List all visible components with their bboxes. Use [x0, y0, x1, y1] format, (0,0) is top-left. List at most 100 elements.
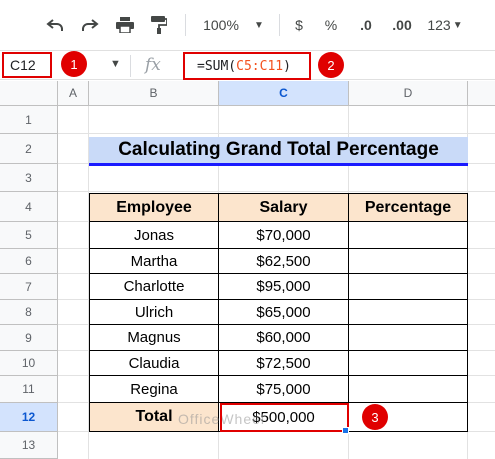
toolbar: 100% ▼ $ % .0 .00 123 ▼	[0, 0, 495, 50]
employee-cell[interactable]: Charlotte	[89, 273, 219, 300]
spreadsheet-grid: A B C D 1 2 3 4 5 6 7 8 9 10 11 12 13 Ca…	[0, 81, 495, 459]
row-label: 5	[25, 228, 32, 242]
salary-value: $65,000	[256, 303, 311, 321]
select-all-corner[interactable]	[0, 81, 58, 106]
employee-name: Magnus	[127, 329, 181, 346]
row-header-7[interactable]: 7	[0, 274, 58, 300]
currency-label: $	[295, 17, 303, 33]
row-label: 7	[25, 279, 32, 294]
employee-cell[interactable]: Martha	[89, 248, 219, 274]
column-header-b[interactable]: B	[89, 81, 219, 106]
total-value: $500,000	[252, 408, 315, 426]
formula-prefix: =SUM(	[197, 58, 237, 74]
salary-cell[interactable]: $60,000	[218, 324, 349, 351]
employee-cell[interactable]: Regina	[89, 375, 219, 403]
total-salary-cell[interactable]: $500,000	[218, 402, 349, 432]
salary-cell[interactable]: $75,000	[218, 375, 349, 403]
employee-name: Regina	[130, 380, 178, 398]
row-header-11[interactable]: 11	[0, 376, 58, 403]
step-badge-1: 1	[61, 51, 87, 77]
row-header-1[interactable]: 1	[0, 106, 58, 134]
column-header-d[interactable]: D	[349, 81, 468, 106]
salary-value: $75,000	[256, 380, 311, 398]
paint-format-icon[interactable]	[146, 14, 172, 36]
percentage-cell[interactable]	[348, 273, 468, 300]
salary-value: $60,000	[256, 329, 311, 346]
zoom-value: 100%	[203, 17, 239, 33]
row-label: 1	[25, 112, 32, 127]
row-header-3[interactable]: 3	[0, 164, 58, 192]
fill-handle[interactable]	[342, 427, 349, 434]
name-box-caret-icon[interactable]: ▼	[110, 58, 121, 70]
percent-button[interactable]: %	[322, 14, 340, 36]
row-label: 8	[25, 305, 32, 319]
percentage-cell[interactable]	[348, 324, 468, 351]
row-header-4[interactable]: 4	[0, 192, 58, 222]
zoom-caret-icon[interactable]: ▼	[254, 19, 264, 31]
header-label: Employee	[116, 198, 192, 216]
row-label: 10	[21, 356, 36, 370]
formula-input[interactable]: =SUM(C5:C11)	[183, 52, 311, 80]
column-label: B	[149, 86, 158, 100]
percentage-cell[interactable]	[348, 350, 468, 376]
percentage-cell[interactable]	[348, 299, 468, 325]
total-label: Total	[135, 408, 173, 425]
employee-cell[interactable]: Jonas	[89, 221, 219, 249]
more-formats-button[interactable]: 123 ▼	[424, 14, 466, 36]
step-badge-3: 3	[362, 404, 388, 430]
salary-value: $95,000	[256, 278, 311, 295]
header-percentage[interactable]: Percentage	[348, 193, 468, 222]
row-label: 11	[22, 382, 35, 396]
redo-icon[interactable]	[77, 14, 103, 36]
salary-cell[interactable]: $62,500	[218, 248, 349, 274]
currency-button[interactable]: $	[290, 14, 308, 36]
salary-cell[interactable]: $70,000	[218, 221, 349, 249]
percent-label: %	[324, 17, 338, 33]
row-header-2[interactable]: 2	[0, 134, 58, 164]
increase-decimal-button[interactable]: .00	[388, 14, 416, 36]
header-label: Percentage	[364, 198, 452, 216]
salary-cell[interactable]: $95,000	[218, 273, 349, 300]
fx-icon: fx	[145, 55, 161, 75]
percentage-cell[interactable]	[348, 221, 468, 249]
percentage-cell[interactable]	[348, 375, 468, 403]
formula-suffix: )	[283, 58, 291, 74]
salary-cell[interactable]: $65,000	[218, 299, 349, 325]
header-salary[interactable]: Salary	[218, 193, 349, 222]
column-header-a[interactable]: A	[58, 81, 89, 106]
row-header-13[interactable]: 13	[0, 432, 58, 459]
row-header-9[interactable]: 9	[0, 325, 58, 351]
employee-name: Claudia	[128, 354, 180, 372]
row-header-10[interactable]: 10	[0, 351, 58, 376]
salary-value: $70,000	[256, 226, 311, 244]
more-formats-caret-icon: ▼	[452, 19, 463, 31]
zoom-select[interactable]: 100%	[198, 14, 244, 36]
name-box[interactable]: C12	[2, 52, 52, 78]
row-header-8[interactable]: 8	[0, 300, 58, 325]
header-employee[interactable]: Employee	[89, 193, 219, 222]
print-icon[interactable]	[112, 14, 138, 36]
percentage-cell[interactable]	[348, 248, 468, 274]
row-header-5[interactable]: 5	[0, 222, 58, 249]
employee-cell[interactable]: Claudia	[89, 350, 219, 376]
employee-name: Jonas	[133, 226, 175, 244]
sheet-title[interactable]: Calculating Grand Total Percentage	[89, 137, 468, 166]
column-header-e[interactable]	[468, 81, 495, 106]
row-header-12[interactable]: 12	[0, 403, 58, 432]
employee-name: Ulrich	[134, 303, 174, 321]
employee-cell[interactable]: Magnus	[89, 324, 219, 351]
row-label: 3	[25, 170, 32, 185]
row-header-6[interactable]: 6	[0, 249, 58, 274]
more-formats-label: 123	[427, 17, 451, 33]
column-label: A	[68, 86, 77, 100]
column-header-c[interactable]: C	[219, 81, 349, 106]
formula-range: C5:C11	[236, 58, 284, 74]
total-label-cell[interactable]: Total	[89, 402, 219, 432]
salary-value: $62,500	[256, 252, 311, 270]
employee-cell[interactable]: Ulrich	[89, 299, 219, 325]
undo-icon[interactable]	[42, 14, 68, 36]
selected-cell-highlight	[220, 403, 349, 432]
salary-cell[interactable]: $72,500	[218, 350, 349, 376]
row-label: 13	[21, 438, 36, 452]
decrease-decimal-button[interactable]: .0	[355, 14, 377, 36]
